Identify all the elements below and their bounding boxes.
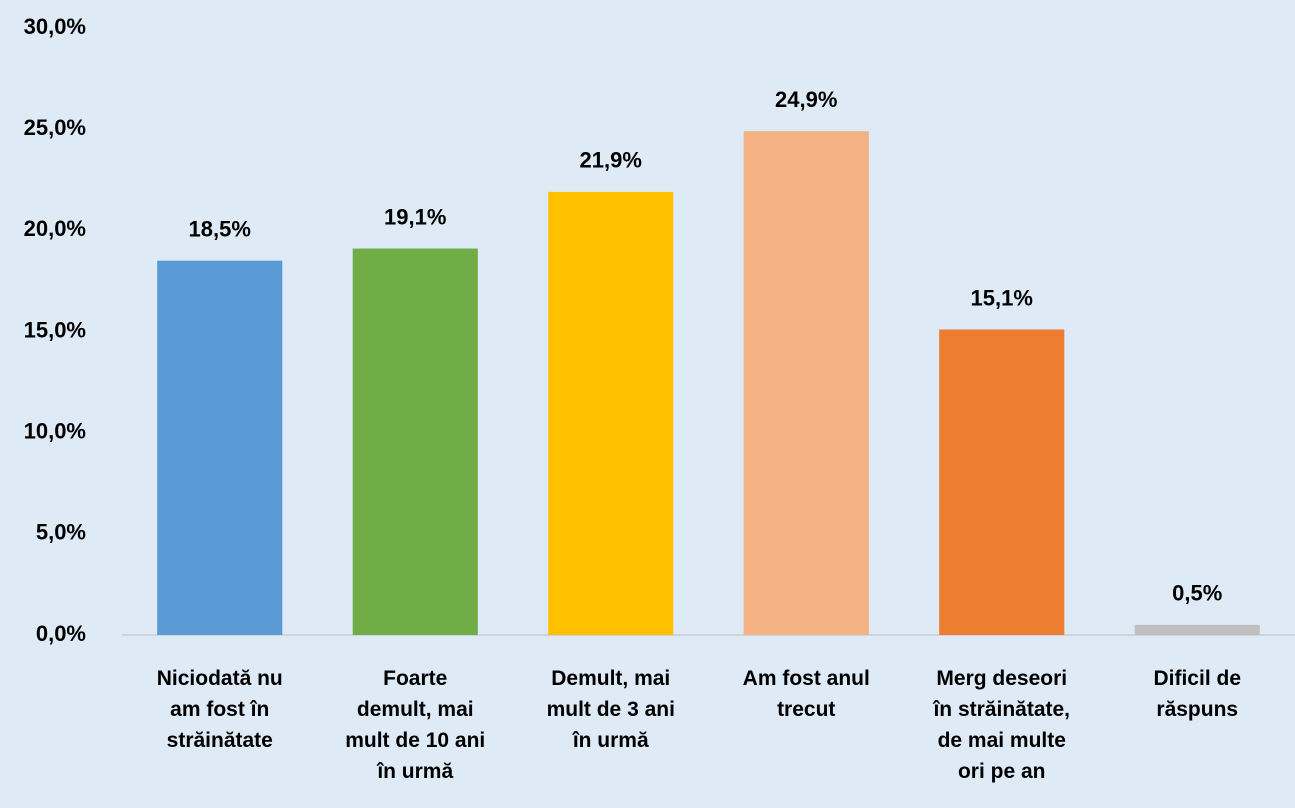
- data-label: 15,1%: [971, 285, 1033, 310]
- data-label: 0,5%: [1172, 581, 1222, 606]
- y-tick-label: 10,0%: [24, 418, 86, 443]
- x-tick-label: Am fost anul trecut: [742, 667, 870, 721]
- y-tick-label: 30,0%: [24, 14, 86, 39]
- data-label: 19,1%: [384, 204, 446, 229]
- data-label: 24,9%: [775, 87, 837, 112]
- data-label: 21,9%: [580, 148, 642, 173]
- x-tick-label: Foarte demult, mai mult de 10 ani în urm…: [345, 667, 486, 783]
- bar: [548, 191, 674, 635]
- bar: [939, 329, 1065, 635]
- bar: [157, 260, 283, 635]
- x-tick-label: Demult, mai mult de 3 ani în urmă: [546, 667, 675, 752]
- y-tick-label: 0,0%: [36, 621, 86, 646]
- x-tick-label: Niciodată nu am fost în străinătate: [156, 667, 283, 752]
- y-tick-label: 15,0%: [24, 317, 86, 342]
- x-tick-label: Merg deseori în străinătate, de mai mult…: [933, 667, 1071, 783]
- x-tick-label: Dificil de răspuns: [1153, 667, 1242, 721]
- y-tick-label: 20,0%: [24, 216, 86, 241]
- y-tick-label: 25,0%: [24, 115, 86, 140]
- y-tick-label: 5,0%: [36, 520, 86, 545]
- bar: [352, 248, 478, 635]
- data-label: 18,5%: [189, 216, 251, 241]
- bar: [1134, 624, 1260, 635]
- bar: [743, 131, 869, 635]
